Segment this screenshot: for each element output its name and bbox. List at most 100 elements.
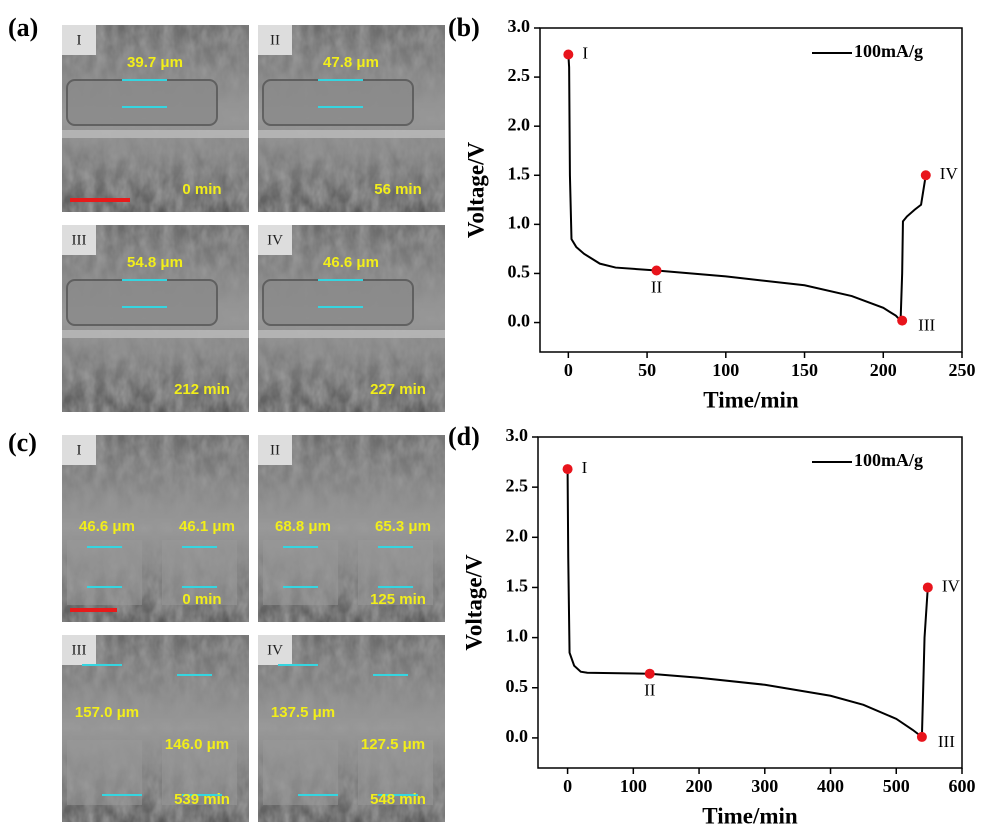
marker-point [920,170,931,181]
roman-box [258,635,292,665]
block [162,540,237,605]
thickness-label: 146.0 μm [165,736,229,753]
image-label: I [77,32,82,48]
thickness-label: 68.8 μm [275,518,331,535]
image-label: II [270,32,280,48]
electrode-layer [262,279,414,326]
roman-box [258,435,292,465]
panel-label: (d) [448,422,480,451]
thickness-label: 127.5 μm [361,736,425,753]
time-label: 212 min [174,381,230,398]
sem-image: III 54.8 μm 212 min [62,225,249,412]
time-label: 56 min [374,181,422,198]
roman-box [258,225,292,255]
sem-image: IV 137.5 μm 127.5 μm 548 min [258,635,445,822]
y-tick-label: 0.0 [508,311,531,331]
y-tick-label: 2.0 [506,525,529,545]
y-tick-label: 0.5 [508,262,531,282]
legend-label: 100mA/g [854,450,923,470]
marker-point [897,315,908,326]
panel-label: (b) [448,13,480,42]
y-tick-label: 2.0 [508,114,531,134]
thickness-label: 157.0 μm [75,704,139,721]
separator [62,330,249,338]
y-tick-label: 2.5 [506,475,529,495]
thickness-label: 65.3 μm [375,518,431,535]
roman-box [62,435,96,465]
series-line [567,54,927,323]
image-label: III [72,642,87,658]
electrode-layer [66,279,218,326]
x-tick-label: 150 [791,360,818,380]
electrode-layer [262,79,414,126]
marker-point [563,49,574,60]
legend-label: 100mA/g [854,41,923,61]
x-tick-label: 0 [563,776,572,796]
sem-image: II 47.8 μm 56 min [258,25,445,212]
sem-image: II 68.8 μm 65.3 μm 125 min [258,435,445,622]
time-label: 539 min [174,791,230,808]
sem-image: III 157.0 μm 146.0 μm 539 min [62,635,249,822]
roman-box [62,635,96,665]
block [263,540,338,605]
separator [258,330,445,338]
y-tick-label: 1.5 [508,163,531,183]
y-tick-label: 1.0 [508,212,531,232]
marker-point [644,668,655,679]
separator [258,130,445,138]
thickness-label: 54.8 μm [127,254,183,271]
marker-label: III [918,315,935,334]
thickness-label: 137.5 μm [271,704,335,721]
y-tick-label: 0.0 [506,726,529,746]
marker-label: III [938,732,955,751]
y-tick-label: 3.0 [508,16,531,36]
image-label: I [77,442,82,458]
marker-label: IV [940,164,959,183]
roman-box [62,225,96,255]
thickness-label: 46.6 μm [323,254,379,271]
marker-label: I [582,43,588,62]
image-label: III [72,232,87,248]
separator [62,130,249,138]
series-line [566,469,929,739]
block [67,540,142,605]
x-tick-label: 200 [686,776,713,796]
marker-point [922,582,933,593]
roman-box [258,25,292,55]
y-tick-label: 1.5 [506,576,529,596]
marker-point [562,464,573,475]
time-label: 125 min [370,591,426,608]
x-tick-label: 300 [751,776,778,796]
time-label: 0 min [182,591,221,608]
x-tick-label: 400 [817,776,844,796]
time-label: 0 min [182,181,221,198]
time-label: 227 min [370,381,426,398]
x-axis-title: Time/min [703,387,799,412]
x-axis-title: Time/min [702,803,798,828]
thickness-label: 39.7 μm [127,54,183,71]
thickness-label: 46.6 μm [79,518,135,535]
x-tick-label: 50 [638,360,656,380]
y-axis-title: Voltage/V [463,141,488,238]
y-tick-label: 3.0 [506,425,529,445]
y-tick-label: 2.5 [508,65,531,85]
time-label: 548 min [370,791,426,808]
x-tick-label: 0 [564,360,573,380]
block [358,540,433,605]
plot-frame [537,436,963,769]
x-tick-label: 100 [620,776,647,796]
x-tick-label: 250 [949,360,976,380]
panel-label: (a) [8,13,38,42]
y-tick-label: 1.0 [506,626,529,646]
thickness-label: 46.1 μm [179,518,235,535]
roman-box [62,25,96,55]
sem-image: IV 46.6 μm 227 min [258,225,445,412]
y-axis-title: Voltage/V [461,554,486,651]
x-tick-label: 100 [712,360,739,380]
x-tick-label: 200 [870,360,897,380]
x-tick-label: 600 [949,776,976,796]
marker-label: IV [942,576,961,595]
electrode-layer [66,79,218,126]
plot-frame [539,27,963,353]
